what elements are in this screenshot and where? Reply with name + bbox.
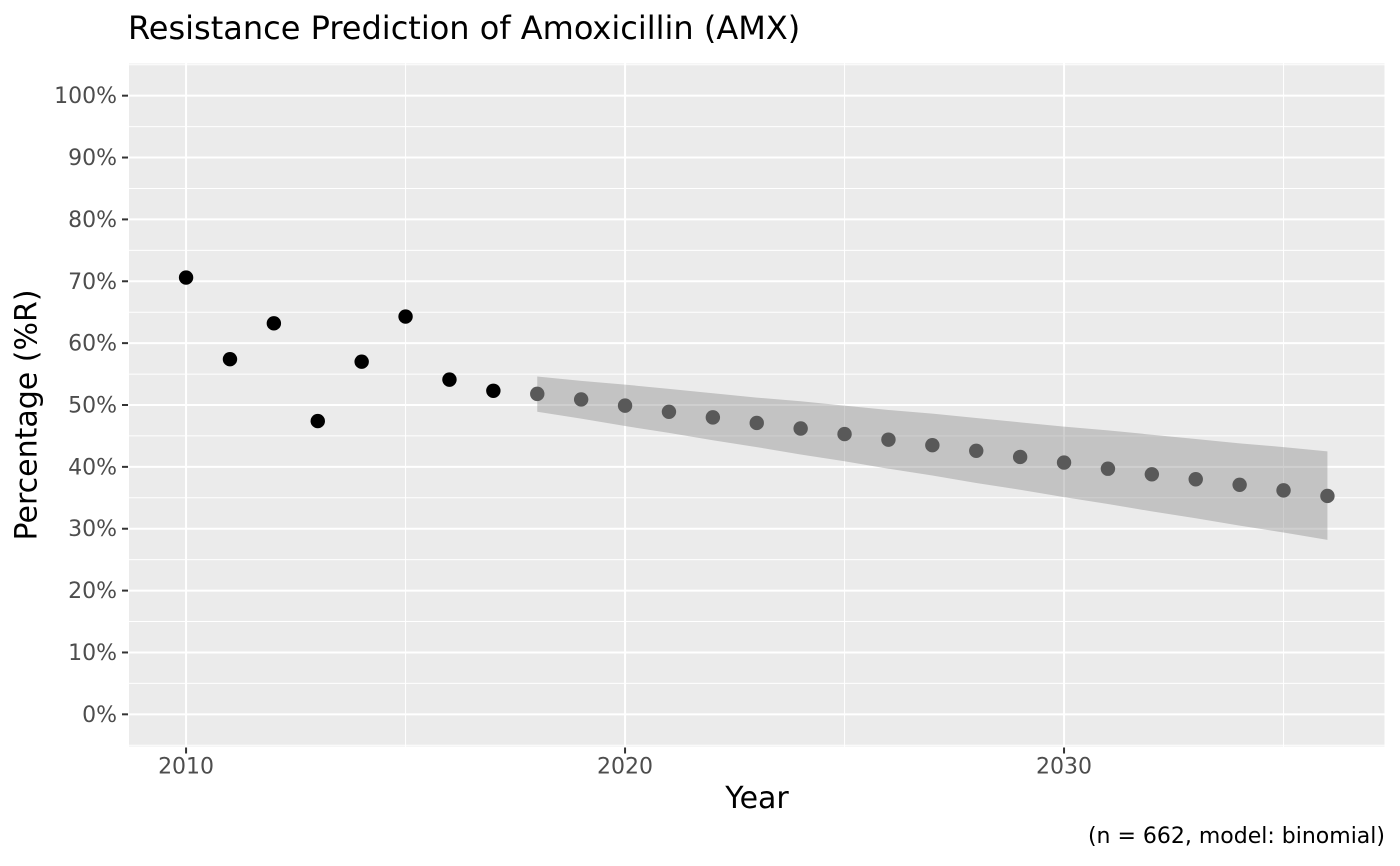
- data-point-predicted: [1276, 483, 1291, 498]
- data-point-predicted: [1232, 477, 1247, 493]
- data-point-predicted: [1056, 455, 1072, 470]
- y-axis-title: Percentage (%R): [9, 289, 45, 541]
- data-point-predicted: [925, 438, 940, 453]
- data-point-observed: [398, 309, 413, 324]
- y-tick-label: 100%: [54, 84, 117, 109]
- data-point-predicted: [530, 386, 545, 402]
- y-tick-label: 10%: [68, 641, 117, 666]
- data-point-predicted: [1320, 488, 1335, 504]
- data-point-observed: [178, 270, 194, 285]
- data-point-predicted: [793, 421, 808, 436]
- x-tick-label: 2020: [597, 755, 653, 780]
- data-point-predicted: [1144, 467, 1160, 482]
- y-tick-label: 50%: [68, 394, 117, 419]
- x-tick-label: 2030: [1036, 755, 1092, 780]
- y-tick-label: 60%: [68, 332, 117, 357]
- y-tick-label: 20%: [68, 579, 117, 604]
- confidence-ribbon: [537, 376, 1328, 540]
- x-tick-label: 2010: [158, 755, 214, 780]
- data-point-predicted: [969, 443, 984, 458]
- y-tick-label: 40%: [68, 455, 117, 480]
- data-point-observed: [442, 372, 457, 387]
- y-tick-label: 30%: [68, 517, 117, 542]
- data-point-observed: [486, 383, 501, 398]
- x-axis-title: Year: [725, 781, 789, 816]
- data-point-predicted: [1100, 461, 1116, 476]
- data-point-observed: [222, 352, 238, 367]
- data-point-observed: [266, 316, 282, 331]
- chart-caption: (n = 662, model: binomial): [1087, 824, 1385, 849]
- data-point-predicted: [881, 432, 896, 447]
- data-point-predicted: [573, 392, 589, 407]
- y-tick-label: 80%: [68, 208, 117, 233]
- data-point-predicted: [837, 426, 852, 442]
- y-tick-label: 90%: [68, 146, 117, 171]
- data-point-predicted: [749, 415, 764, 431]
- data-point-predicted: [1012, 449, 1028, 465]
- data-point-predicted: [705, 410, 721, 425]
- y-tick-label: 0%: [82, 703, 117, 728]
- data-point-predicted: [661, 404, 677, 420]
- data-point-predicted: [1188, 472, 1203, 487]
- chart-title: Resistance Prediction of Amoxicillin (AM…: [128, 9, 801, 47]
- data-point-observed: [354, 354, 369, 369]
- y-tick-label: 70%: [68, 270, 117, 295]
- data-point-observed: [310, 413, 325, 429]
- data-point-predicted: [617, 398, 633, 413]
